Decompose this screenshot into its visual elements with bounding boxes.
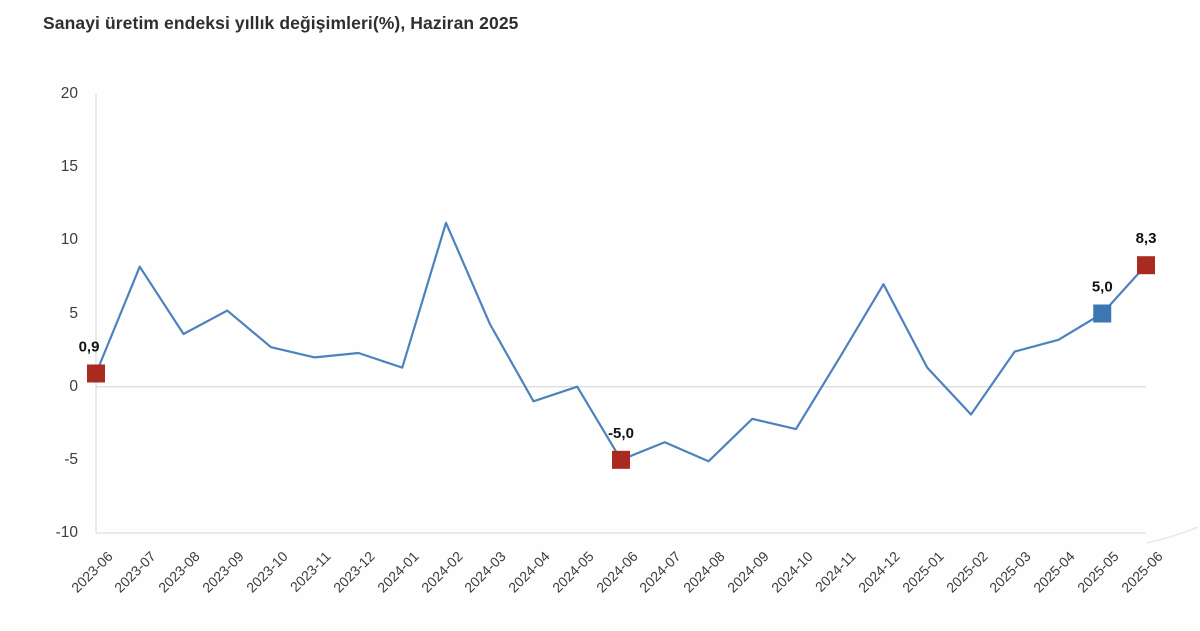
data-point-label-2024-06: -5,0 [608,425,634,442]
data-point-marker-2024-06 [612,450,630,469]
y-axis-tick-20: 20 [60,85,78,102]
y-axis-tick--10: -10 [55,524,78,541]
data-point-marker-2025-06 [1137,256,1155,275]
data-point-label-2025-05: 5,0 [1092,279,1113,296]
y-axis-tick-0: 0 [69,377,78,395]
y-axis-tick-5: 5 [69,304,78,322]
data-point-label-2023-06: 0,9 [79,338,100,355]
y-axis-tick-15: 15 [60,158,78,176]
data-point-marker-2023-06 [87,364,105,383]
y-axis-tick--5: -5 [64,450,78,468]
data-point-marker-2025-05 [1093,304,1112,323]
decorative-curve [1146,526,1199,544]
chart-title: Sanayi üretim endeksi yıllık değişimleri… [43,13,519,33]
y-axis-tick-10: 10 [60,231,78,249]
data-point-label-2025-06: 8,3 [1136,230,1157,247]
